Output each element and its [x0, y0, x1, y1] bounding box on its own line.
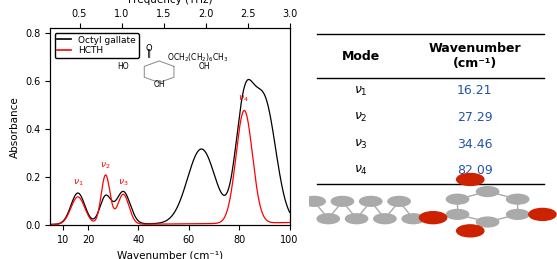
Text: $\nu_2$: $\nu_2$ — [100, 160, 111, 171]
Text: 16.21: 16.21 — [457, 84, 492, 97]
Circle shape — [476, 217, 499, 227]
Circle shape — [476, 187, 499, 196]
Circle shape — [360, 196, 382, 206]
Y-axis label: Absorbance: Absorbance — [9, 96, 19, 158]
Text: 82.09: 82.09 — [457, 164, 492, 177]
Circle shape — [446, 210, 468, 219]
Circle shape — [331, 196, 354, 206]
Text: Wavenumber
(cm⁻¹): Wavenumber (cm⁻¹) — [428, 42, 521, 70]
Circle shape — [419, 212, 447, 224]
Text: Mode: Mode — [342, 49, 380, 62]
Legend: Octyl gallate, HCTH: Octyl gallate, HCTH — [55, 33, 139, 58]
Circle shape — [446, 194, 468, 204]
Text: 34.46: 34.46 — [457, 138, 492, 151]
Text: 27.29: 27.29 — [457, 111, 492, 124]
Circle shape — [303, 196, 325, 206]
Text: ‖: ‖ — [148, 49, 152, 58]
Circle shape — [457, 174, 484, 185]
Text: OH: OH — [153, 80, 165, 89]
Circle shape — [529, 208, 556, 220]
Circle shape — [506, 210, 529, 219]
Circle shape — [388, 196, 410, 206]
Text: $\nu_3$: $\nu_3$ — [118, 178, 129, 188]
Text: OH: OH — [199, 62, 210, 71]
Circle shape — [374, 214, 396, 224]
Text: $\nu_1$: $\nu_1$ — [354, 84, 368, 98]
Text: $\mathdefault{OCH_2(CH_2)_6CH_3}$: $\mathdefault{OCH_2(CH_2)_6CH_3}$ — [168, 51, 229, 64]
Text: HO: HO — [118, 62, 129, 71]
X-axis label: Wavenumber (cm⁻¹): Wavenumber (cm⁻¹) — [117, 251, 223, 259]
Text: $\nu_2$: $\nu_2$ — [354, 111, 368, 124]
Circle shape — [345, 214, 368, 224]
X-axis label: Frequency (THz): Frequency (THz) — [128, 0, 212, 5]
Circle shape — [402, 214, 424, 224]
Circle shape — [506, 194, 529, 204]
Text: $\nu_3$: $\nu_3$ — [354, 138, 368, 151]
Circle shape — [457, 225, 484, 237]
Circle shape — [317, 214, 339, 224]
Text: $\nu_4$: $\nu_4$ — [238, 93, 248, 104]
Text: $\nu_4$: $\nu_4$ — [354, 164, 368, 177]
Text: $\nu_1$: $\nu_1$ — [72, 178, 83, 188]
Text: $\mathdefault{O}$: $\mathdefault{O}$ — [145, 42, 154, 53]
